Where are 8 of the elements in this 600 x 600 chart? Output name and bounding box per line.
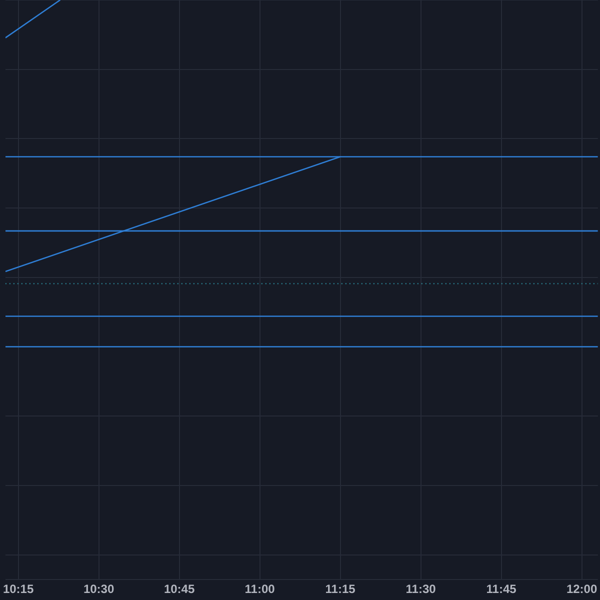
- x-tick-label: 11:15: [325, 582, 356, 596]
- x-tick-label: 10:45: [164, 582, 195, 596]
- x-tick-label: 11:00: [244, 582, 276, 596]
- x-tick-label: 11:30: [406, 582, 436, 596]
- x-tick-label: 10:15: [2, 582, 34, 596]
- x-tick-label: 10:30: [83, 582, 114, 596]
- x-tick-label: 12:00: [566, 582, 598, 596]
- x-tick-label: 11:45: [486, 582, 517, 596]
